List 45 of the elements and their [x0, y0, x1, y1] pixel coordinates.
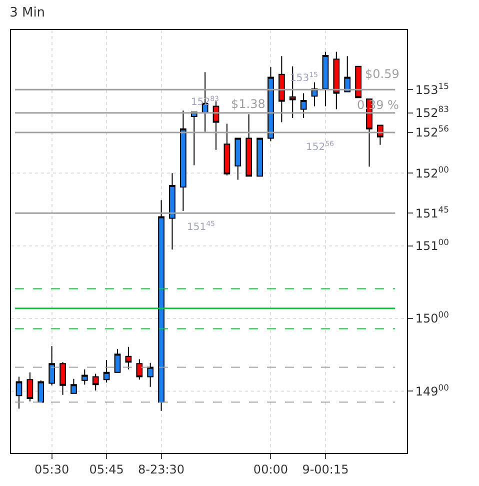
candlestick [234, 138, 242, 180]
x-tick-label: 05:30 [34, 462, 70, 476]
annotation: $1.38 [231, 97, 266, 111]
y-tick-label: 151$^{00}$ [415, 237, 449, 254]
candlestick [125, 346, 132, 370]
x-tick-label: 05:45 [89, 462, 124, 476]
candlestick [60, 362, 66, 396]
candlestick [246, 114, 252, 177]
annotation: $0.59 [365, 67, 400, 81]
candlestick [224, 123, 230, 176]
y-tick-label: 152$^{56}$ [415, 124, 449, 140]
candlestick [147, 362, 154, 388]
candlestick [344, 56, 351, 92]
candlestick [70, 378, 77, 394]
candlestick [114, 348, 121, 373]
y-tick-label: 149$^{00}$ [415, 382, 449, 398]
candlestick [256, 138, 263, 177]
annotation: 152$^{56}$ [306, 140, 335, 154]
candlestick [212, 100, 220, 150]
chart-title: 3 Min [10, 5, 46, 20]
candlestick [81, 368, 88, 386]
y-tick-label: 151$^{45}$ [415, 204, 449, 220]
y-tick-label: 150$^{00}$ [415, 310, 449, 326]
candlestick [180, 110, 186, 212]
candlestick [333, 51, 340, 110]
y-tick-label: 152$^{00}$ [415, 164, 449, 180]
y-tick-label: 153$^{15}$ [415, 80, 449, 97]
candlestick [278, 56, 285, 123]
candlestick [322, 51, 329, 107]
candlestick [92, 373, 99, 391]
candlestick [103, 359, 110, 383]
x-tick-label: 9-00:15 [302, 462, 349, 476]
candlestick [355, 66, 362, 98]
candlestick [136, 358, 143, 380]
candlestick [169, 172, 176, 250]
candlestick [48, 346, 56, 386]
candlestick [38, 380, 44, 403]
candlestick [300, 92, 307, 118]
candlestick [16, 376, 22, 410]
candlestick [268, 66, 274, 142]
y-tick-label: 152$^{83}$ [415, 104, 449, 120]
candlestick [26, 372, 34, 402]
x-tick-label: 00:00 [253, 462, 288, 476]
annotation: 151$^{45}$ [187, 220, 216, 234]
x-tick-label: 8-23:30 [138, 462, 185, 476]
